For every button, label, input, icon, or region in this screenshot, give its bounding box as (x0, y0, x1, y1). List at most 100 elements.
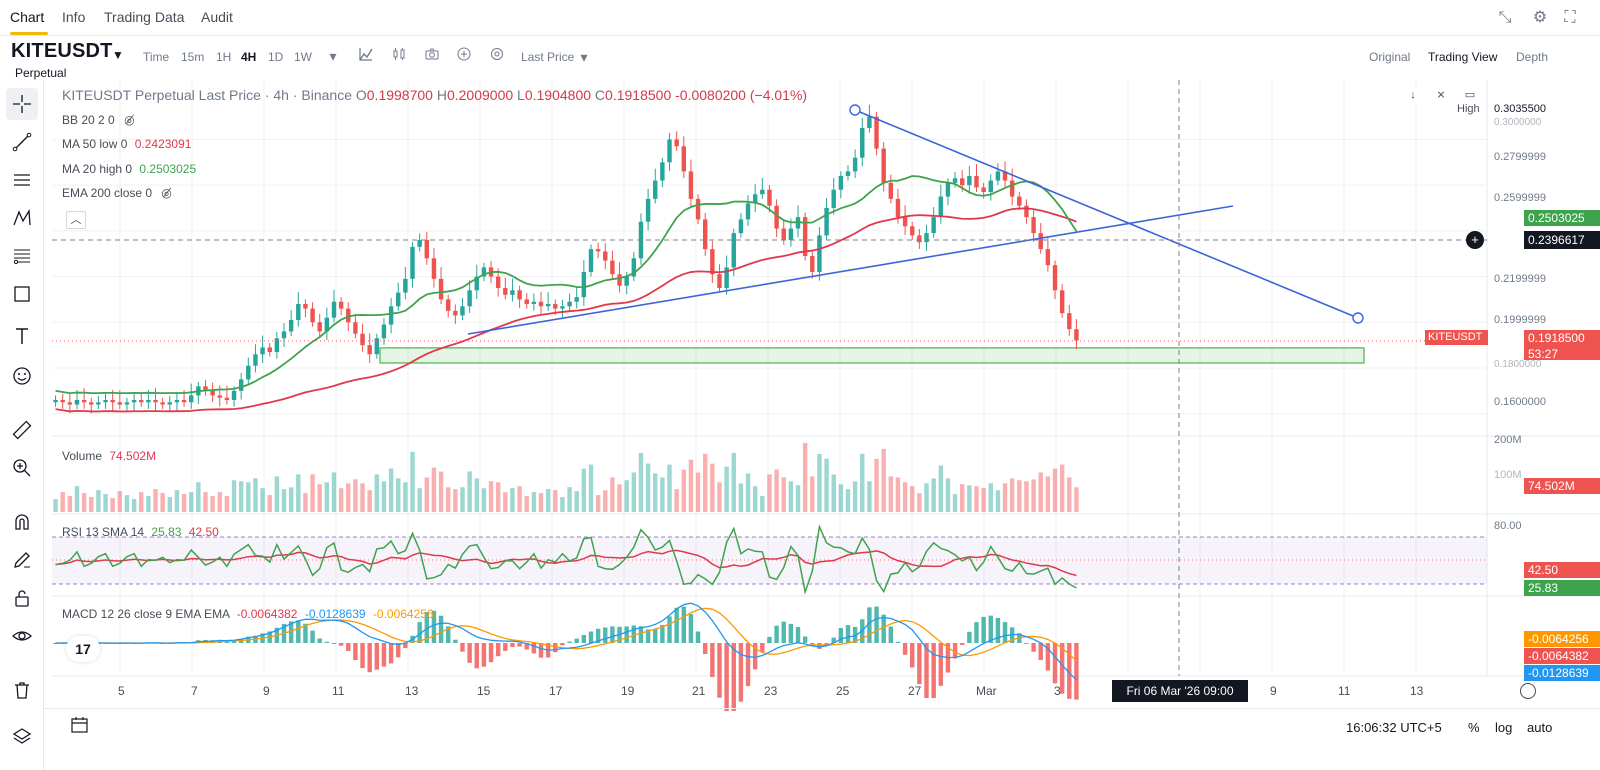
volume-bar (988, 483, 993, 512)
indicators-icon[interactable] (357, 47, 375, 65)
candle-body (974, 176, 979, 188)
tab-audit[interactable]: Audit (201, 9, 233, 25)
macd-histogram-bar (567, 641, 572, 643)
pattern-tool-icon[interactable] (6, 202, 38, 234)
interval-4h[interactable]: 4H (241, 50, 257, 64)
fib-tool-icon[interactable] (6, 240, 38, 272)
draw-mode-icon[interactable] (6, 544, 38, 576)
view-depth[interactable]: Depth (1516, 50, 1549, 64)
lock-icon[interactable] (6, 582, 38, 614)
interval-15m[interactable]: 15m (181, 50, 205, 64)
candle-body (81, 400, 87, 403)
volume-bar (774, 469, 779, 512)
axis-settings-icon[interactable] (1520, 683, 1536, 699)
macd-histogram-bar (495, 643, 501, 657)
auto-scale-toggle[interactable]: auto (1527, 720, 1553, 735)
price-type-select[interactable]: Last Price (521, 50, 575, 64)
crosshair-tool-icon[interactable] (6, 88, 38, 120)
ruler-tool-icon[interactable] (6, 414, 38, 446)
macd-histogram-bar (674, 607, 679, 643)
rsi-sma-tag: 42.50 (1524, 562, 1600, 578)
legend-open-label: O (355, 87, 367, 103)
volume-bar (503, 492, 508, 512)
interval-1h[interactable]: 1H (216, 50, 232, 64)
volume-bar (1024, 481, 1029, 512)
legend-low: 0.1904800 (524, 87, 592, 103)
candle-body (667, 139, 672, 163)
zoom-in-icon[interactable] (6, 452, 38, 484)
text-tool-icon[interactable] (6, 320, 38, 352)
magnet-icon[interactable] (6, 506, 38, 538)
horizontal-lines-tool-icon[interactable] (6, 164, 38, 196)
emoji-tool-icon[interactable] (6, 360, 38, 392)
layers-icon[interactable] (6, 720, 38, 752)
volume-bar (660, 477, 665, 512)
scroll-down-icon[interactable]: ↓ (1403, 87, 1423, 105)
macd-histogram-bar (388, 643, 394, 664)
view-trading-view[interactable]: Trading View (1428, 50, 1498, 64)
eye-hidden-icon[interactable]: ◎̸ (124, 113, 135, 127)
volume-bar (959, 484, 965, 512)
collapse-pane-icon[interactable]: ⨯ (1431, 87, 1451, 105)
date-tick: 9 (263, 684, 270, 698)
rectangle-tool-icon[interactable] (6, 278, 38, 310)
candle-body (888, 182, 894, 199)
collapse-icon[interactable]: ⤡ (1498, 9, 1512, 26)
fullscreen-icon[interactable]: ⛶ (1564, 9, 1576, 26)
add-indicator-icon[interactable] (455, 47, 473, 65)
interval-1d[interactable]: 1D (268, 50, 284, 64)
trash-icon[interactable] (6, 674, 38, 706)
settings-gear-icon[interactable]: ⚙ (1532, 9, 1548, 26)
ma50-legend[interactable]: MA 50 low 0 0.2423091 (62, 137, 191, 151)
macd-histogram-bar (360, 643, 365, 669)
macd-histogram-bar (981, 616, 986, 643)
clock-timezone[interactable]: 16:06:32 UTC+5 (1346, 720, 1442, 735)
view-original[interactable]: Original (1369, 50, 1411, 64)
trend-line-tool-icon[interactable] (6, 126, 38, 158)
candle-body (603, 251, 608, 261)
symbol-selector[interactable]: KITEUSDT (11, 40, 113, 62)
volume-bar (488, 481, 494, 512)
more-intervals-icon[interactable]: ▾ (329, 48, 337, 64)
symbol-dropdown-icon[interactable]: ▼ (112, 48, 124, 62)
percent-scale-toggle[interactable]: % (1468, 720, 1480, 735)
candle-body (802, 217, 808, 256)
candle-body (324, 317, 330, 332)
bb-legend[interactable]: BB 20 2 0 ◎̸ (62, 113, 135, 127)
candle-body (1009, 180, 1015, 197)
volume-bar (917, 493, 922, 512)
candle-body (96, 402, 101, 405)
tradingview-logo[interactable]: 17 (66, 636, 100, 662)
tab-trading-data[interactable]: Trading Data (104, 9, 185, 25)
tab-info[interactable]: Info (62, 9, 86, 25)
eye-hidden-icon[interactable]: ◎̸ (161, 186, 172, 200)
candle-body (788, 228, 794, 240)
chart-type-icon[interactable] (390, 47, 408, 65)
tab-chart[interactable]: Chart (10, 9, 45, 25)
date-tick: 13 (1410, 684, 1424, 698)
collapse-legend-button[interactable]: ︿ (66, 211, 86, 229)
maximize-pane-icon[interactable]: ▭ (1460, 87, 1480, 105)
price-tick: 0.2199999 (1494, 273, 1546, 285)
high-label: High (1457, 103, 1480, 115)
ema200-legend[interactable]: EMA 200 close 0 ◎̸ (62, 186, 172, 200)
volume-value: 74.502M (109, 449, 157, 463)
ma20-legend[interactable]: MA 20 high 0 0.2503025 (62, 162, 196, 176)
price-tick: 0.1999999 (1494, 314, 1546, 326)
interval-1w[interactable]: 1W (294, 50, 312, 64)
date-range-icon[interactable] (70, 716, 90, 739)
price-type-caret-icon[interactable]: ▾ (580, 49, 588, 65)
log-scale-toggle[interactable]: log (1495, 720, 1513, 735)
crosshair-add-icon[interactable]: + (1466, 231, 1484, 249)
macd-histogram-bar (624, 626, 629, 643)
macd-histogram-bar (424, 612, 430, 643)
settings-icon[interactable] (488, 47, 506, 65)
camera-icon[interactable] (423, 47, 441, 65)
visibility-eye-icon[interactable] (6, 620, 38, 652)
volume-bar (1074, 487, 1079, 512)
candle-body (160, 402, 165, 405)
volume-bar (146, 496, 151, 512)
candle-body (867, 116, 872, 128)
candle-body (210, 390, 215, 396)
